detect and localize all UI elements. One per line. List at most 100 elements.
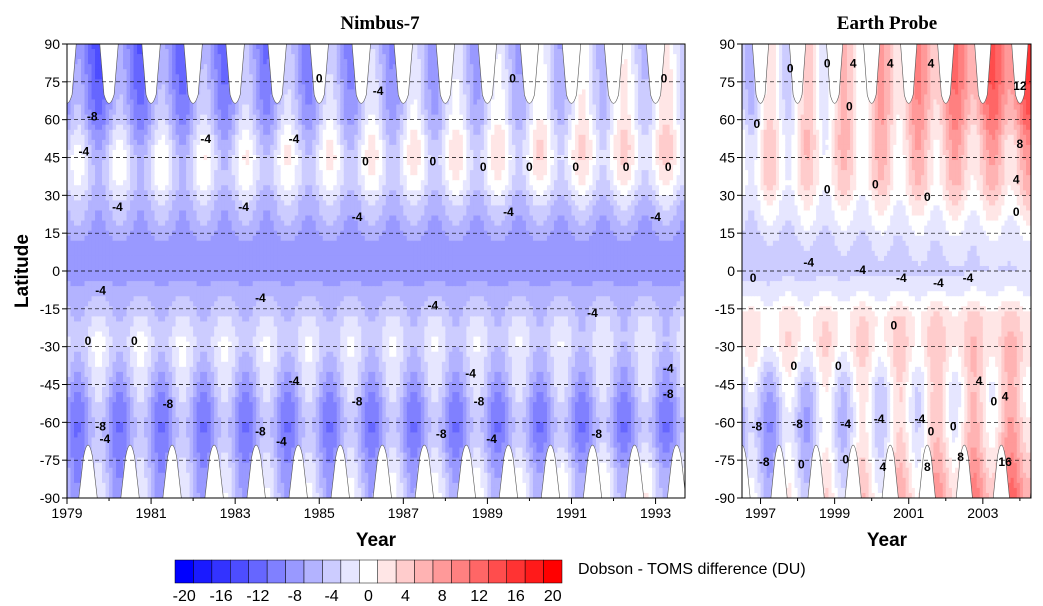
- heatmap-cell: [147, 326, 152, 333]
- heatmap-cell: [91, 457, 96, 464]
- heatmap-cell: [256, 84, 261, 90]
- heatmap-cell: [133, 286, 138, 292]
- heatmap-cell: [210, 412, 215, 418]
- heatmap-cell: [238, 346, 243, 353]
- heatmap-cell: [130, 407, 135, 413]
- heatmap-cell: [119, 452, 124, 459]
- heatmap-cell: [256, 296, 261, 302]
- heatmap-cell: [172, 215, 177, 222]
- heatmap-cell: [102, 341, 107, 348]
- heatmap-cell: [200, 437, 205, 444]
- heatmap-cell: [119, 124, 124, 131]
- heatmap-cell: [259, 260, 264, 267]
- heatmap-cell: [175, 69, 180, 75]
- heatmap-cell: [256, 220, 261, 227]
- heatmap-cell: [119, 306, 124, 312]
- heatmap-cell: [102, 255, 107, 262]
- heatmap-cell: [186, 311, 191, 317]
- heatmap-cell: [112, 114, 117, 121]
- heatmap-cell: [182, 149, 187, 156]
- heatmap-cell: [119, 74, 124, 80]
- heatmap-cell: [133, 180, 138, 186]
- heatmap-cell: [158, 351, 163, 358]
- heatmap-cell: [193, 387, 198, 393]
- heatmap-cell: [196, 356, 201, 363]
- heatmap-cell: [95, 265, 100, 272]
- heatmap-cell: [116, 472, 121, 479]
- heatmap-cell: [123, 271, 128, 277]
- heatmap-cell: [224, 170, 229, 176]
- heatmap-cell: [154, 326, 159, 333]
- heatmap-cell: [140, 124, 145, 131]
- heatmap-cell: [130, 402, 135, 408]
- heatmap-cell: [168, 64, 173, 70]
- heatmap-cell: [182, 129, 187, 136]
- heatmap-cell: [158, 316, 163, 323]
- heatmap-cell: [98, 220, 103, 227]
- heatmap-cell: [126, 265, 131, 272]
- heatmap-cell: [179, 49, 184, 55]
- heatmap-cell: [119, 271, 124, 277]
- heatmap-cell: [151, 311, 156, 317]
- heatmap-cell: [231, 205, 236, 212]
- heatmap-cell: [133, 74, 138, 80]
- heatmap-cell: [112, 190, 117, 196]
- heatmap-cell: [165, 326, 170, 333]
- heatmap-cell: [98, 306, 103, 312]
- heatmap-cell: [123, 205, 128, 212]
- heatmap-cell: [214, 271, 219, 277]
- heatmap-cell: [231, 351, 236, 358]
- heatmap-cell: [151, 185, 156, 191]
- heatmap-cell: [154, 129, 159, 136]
- heatmap-cell: [84, 442, 89, 449]
- heatmap-cell: [88, 376, 93, 383]
- heatmap-cell: [224, 124, 229, 131]
- heatmap-cell: [109, 437, 114, 444]
- heatmap-cell: [151, 351, 156, 358]
- heatmap-cell: [105, 144, 110, 151]
- heatmap-cell: [179, 129, 184, 136]
- heatmap-cell: [88, 341, 93, 348]
- heatmap-cell: [165, 346, 170, 353]
- heatmap-cell: [137, 336, 142, 343]
- heatmap-cell: [168, 306, 173, 312]
- heatmap-cell: [193, 104, 198, 111]
- heatmap-cell: [252, 240, 257, 247]
- heatmap-cell: [200, 291, 205, 297]
- heatmap-cell: [245, 230, 250, 237]
- heatmap-cell: [179, 250, 184, 257]
- heatmap-cell: [231, 366, 236, 373]
- heatmap-cell: [151, 99, 156, 106]
- heatmap-cell: [228, 442, 233, 449]
- heatmap-cell: [193, 321, 198, 328]
- heatmap-cell: [217, 346, 222, 353]
- heatmap-cell: [158, 240, 163, 247]
- heatmap-cell: [210, 210, 215, 217]
- heatmap-cell: [214, 351, 219, 358]
- heatmap-cell: [214, 366, 219, 373]
- heatmap-cell: [182, 74, 187, 80]
- heatmap-cell: [123, 175, 128, 181]
- heatmap-cell: [74, 190, 79, 196]
- heatmap-cell: [154, 316, 159, 323]
- heatmap-cell: [105, 240, 110, 247]
- heatmap-cell: [130, 417, 135, 423]
- heatmap-cell: [182, 271, 187, 277]
- heatmap-cell: [67, 240, 72, 247]
- heatmap-cell: [189, 160, 194, 166]
- heatmap-cell: [98, 271, 103, 277]
- heatmap-cell: [189, 281, 194, 287]
- heatmap-cell: [95, 59, 100, 65]
- heatmap-cell: [182, 346, 187, 353]
- heatmap-cell: [151, 392, 156, 398]
- heatmap-cell: [256, 331, 261, 338]
- heatmap-cell: [221, 462, 226, 469]
- heatmap-cell: [144, 260, 149, 267]
- heatmap-cell: [130, 311, 135, 317]
- heatmap-cell: [147, 104, 152, 111]
- heatmap-cell: [105, 250, 110, 257]
- heatmap-cell: [88, 225, 93, 232]
- heatmap-cell: [81, 371, 86, 378]
- heatmap-cell: [175, 250, 180, 257]
- heatmap-cell: [151, 271, 156, 277]
